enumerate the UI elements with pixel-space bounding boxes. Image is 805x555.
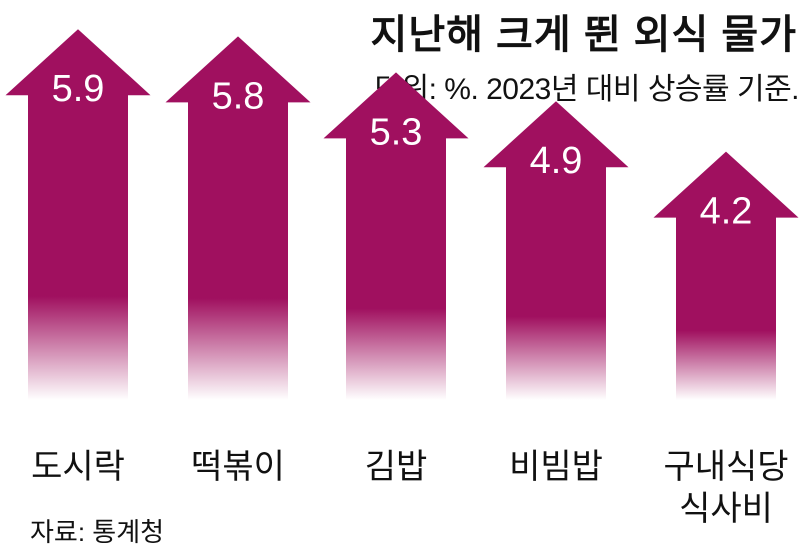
- bar-arrow-5: [653, 151, 799, 400]
- category-label-3: 김밥: [365, 448, 428, 486]
- value-label-3: 5.3: [370, 111, 423, 153]
- category-label-5-line-2: 식사비: [679, 490, 773, 528]
- bar-arrow-4: [483, 101, 629, 400]
- chart-title: 지난해 크게 뛴 외식 물가: [370, 13, 797, 57]
- category-label-2: 떡볶이: [191, 448, 285, 486]
- value-label-1: 5.9: [52, 68, 105, 110]
- bar-arrow-1: [5, 29, 151, 400]
- bar-arrow-3: [323, 72, 469, 401]
- category-label-5-line-1: 구내식당: [663, 448, 788, 486]
- value-label-5: 4.2: [700, 191, 753, 233]
- value-label-2: 5.8: [212, 75, 265, 117]
- category-label-1: 도시락: [31, 448, 125, 486]
- chart-subtitle: 단위: %. 2023년 대비 상승률 기준.: [374, 73, 799, 106]
- category-label-4: 비빔밥: [509, 448, 603, 486]
- value-label-4: 4.9: [530, 140, 583, 182]
- source-note: 자료: 통계청: [30, 517, 165, 547]
- bar-arrow-2: [165, 36, 311, 401]
